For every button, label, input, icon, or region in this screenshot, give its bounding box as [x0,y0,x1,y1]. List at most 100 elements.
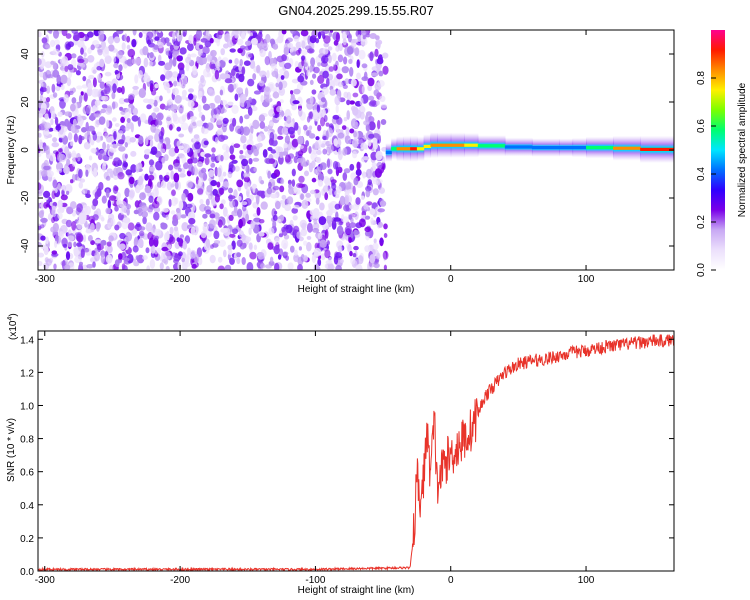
noise-blob [352,92,359,98]
noise-blob [52,201,58,207]
noise-blob [171,71,179,78]
noise-blob [333,255,339,265]
noise-blob [236,239,243,247]
noise-blob [188,93,194,100]
noise-blob [143,57,149,68]
noise-blob [206,54,213,61]
noise-blob [296,231,302,239]
noise-blob [134,57,142,66]
noise-blob [163,81,170,91]
noise-blob [96,61,100,68]
noise-blob [248,242,253,250]
top-x-ticks: -300 -200 -100 0 100 [35,30,595,285]
noise-blob [51,190,56,199]
noise-blob [81,127,87,133]
noise-blob [264,56,270,66]
noise-blob [317,62,321,67]
noise-blob [337,54,344,63]
noise-blob [85,107,90,115]
noise-blob [144,173,149,181]
noise-blob [124,142,128,148]
noise-blob [365,168,373,179]
noise-blob [182,240,188,250]
noise-blob [61,184,67,191]
noise-blob [176,126,181,132]
noise-blob [56,152,64,162]
noise-blob [352,150,358,159]
noise-blob [173,80,178,87]
signal-band-core [416,147,425,151]
noise-blob [325,122,330,127]
noise-blob [317,179,323,187]
noise-blob [126,253,134,264]
noise-blob [124,231,133,242]
noise-blob [283,242,287,250]
noise-blob [317,232,323,240]
noise-blob [278,233,283,238]
noise-blob [383,264,387,270]
noise-blob [312,73,317,79]
noise-blob [114,123,120,127]
noise-blob [38,191,43,197]
noise-blob [113,157,121,165]
noise-blob [56,162,63,172]
noise-blob [57,212,63,220]
noise-blob [313,169,318,175]
noise-blob [348,237,352,243]
noise-blob [294,257,298,262]
noise-blob [369,99,377,106]
noise-blob [52,61,57,70]
noise-blob [190,116,197,121]
signal-band-core [504,145,533,149]
noise-blob [153,211,160,221]
noise-blob [290,90,294,95]
noise-blob [101,95,109,102]
noise-blob [345,30,350,36]
noise-blob [105,108,113,115]
noise-blob [367,95,375,101]
noise-blob [216,38,221,47]
noise-blob [44,61,52,69]
noise-blob [258,80,265,87]
noise-blob [221,199,226,205]
noise-blob [311,254,316,264]
noise-blob [251,106,258,112]
noise-blob [227,248,233,256]
noise-blob [118,253,123,260]
noise-blob [239,59,243,66]
noise-blob [187,43,194,52]
noise-blob [355,264,363,270]
noise-blob [187,211,196,221]
noise-blob [131,115,139,122]
noise-blob [284,62,292,69]
noise-blob [67,235,75,242]
noise-blob [52,92,58,98]
noise-blob [270,63,277,69]
noise-blob [368,121,376,131]
noise-blob [368,133,375,139]
noise-blob [227,101,234,106]
noise-blob [51,110,56,120]
noise-blob [150,124,157,133]
noise-blob [252,73,257,81]
noise-blob [90,240,95,246]
noise-blob [96,243,104,251]
noise-blob [38,202,41,209]
noise-blob [309,111,313,119]
noise-blob [118,97,126,105]
noise-blob [321,55,329,64]
noise-blob [229,257,235,265]
noise-blob [62,243,68,248]
noise-blob [331,208,337,213]
x-tick-label: 100 [578,274,595,285]
noise-blob [81,189,86,196]
noise-blob [40,217,48,223]
noise-blob [120,116,125,123]
noise-blob [56,168,63,173]
noise-blob [85,205,91,216]
noise-blob [335,32,340,43]
noise-blob [348,214,353,220]
noise-blob [253,148,259,157]
noise-blob [267,242,274,250]
x-tick-label: -200 [170,575,190,586]
